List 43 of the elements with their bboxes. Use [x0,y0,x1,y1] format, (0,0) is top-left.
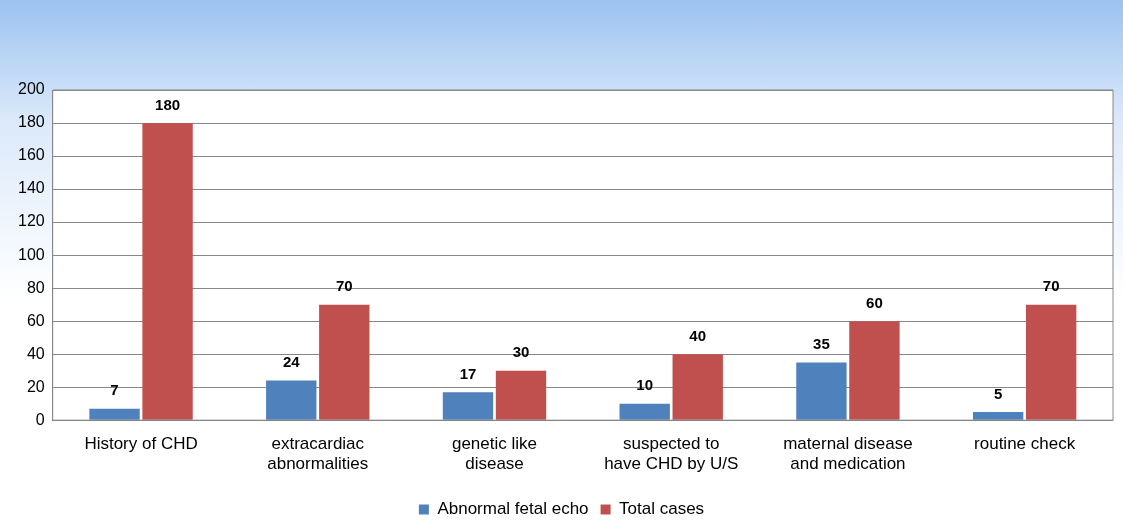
x-tick-label: maternal disease and medication [783,434,913,474]
data-label: 180 [155,95,181,113]
x-tick-label: routine check [974,434,1076,454]
data-label: 24 [282,353,301,371]
data-label: 17 [459,364,477,382]
bar [619,403,670,420]
data-label: 40 [689,326,707,344]
x-tick-label: suspected to have CHD by U/S [604,434,739,474]
legend-label: Abnormal fetal echo [437,499,589,519]
y-tick-label: 100 [17,245,45,263]
bar [319,304,370,420]
bar [266,380,317,420]
bar [672,354,723,420]
x-tick-label: History of CHD [84,434,198,454]
x-tick-label: extracardiac abnormalities [267,434,369,474]
bar [142,123,193,420]
data-label: 7 [110,381,119,399]
bar [442,392,494,420]
data-label: 70 [1042,277,1060,295]
y-tick-label: 180 [17,113,45,131]
bar [89,408,140,420]
bar [972,411,1024,420]
y-tick-label: 120 [17,212,45,230]
data-label: 70 [335,277,353,295]
y-tick-label: 200 [17,80,45,98]
y-tick-label: 20 [26,377,45,395]
y-tick-label: 140 [17,179,45,197]
y-tick-label: 80 [26,278,45,296]
legend-label: Total cases [619,499,705,519]
data-label: 10 [636,376,654,394]
y-tick-label: 60 [26,311,45,329]
bar [796,362,847,420]
data-label: 60 [866,293,883,311]
bar [1025,304,1077,420]
data-label: 5 [993,384,1003,402]
y-tick-label: 0 [35,410,45,428]
y-tick-label: 40 [26,344,45,362]
data-label: 35 [813,335,830,353]
data-label: 30 [512,343,530,361]
x-tick-label: genetic like disease [451,434,538,474]
bar [849,321,900,420]
y-tick-label: 160 [17,146,45,164]
bar [495,370,547,420]
